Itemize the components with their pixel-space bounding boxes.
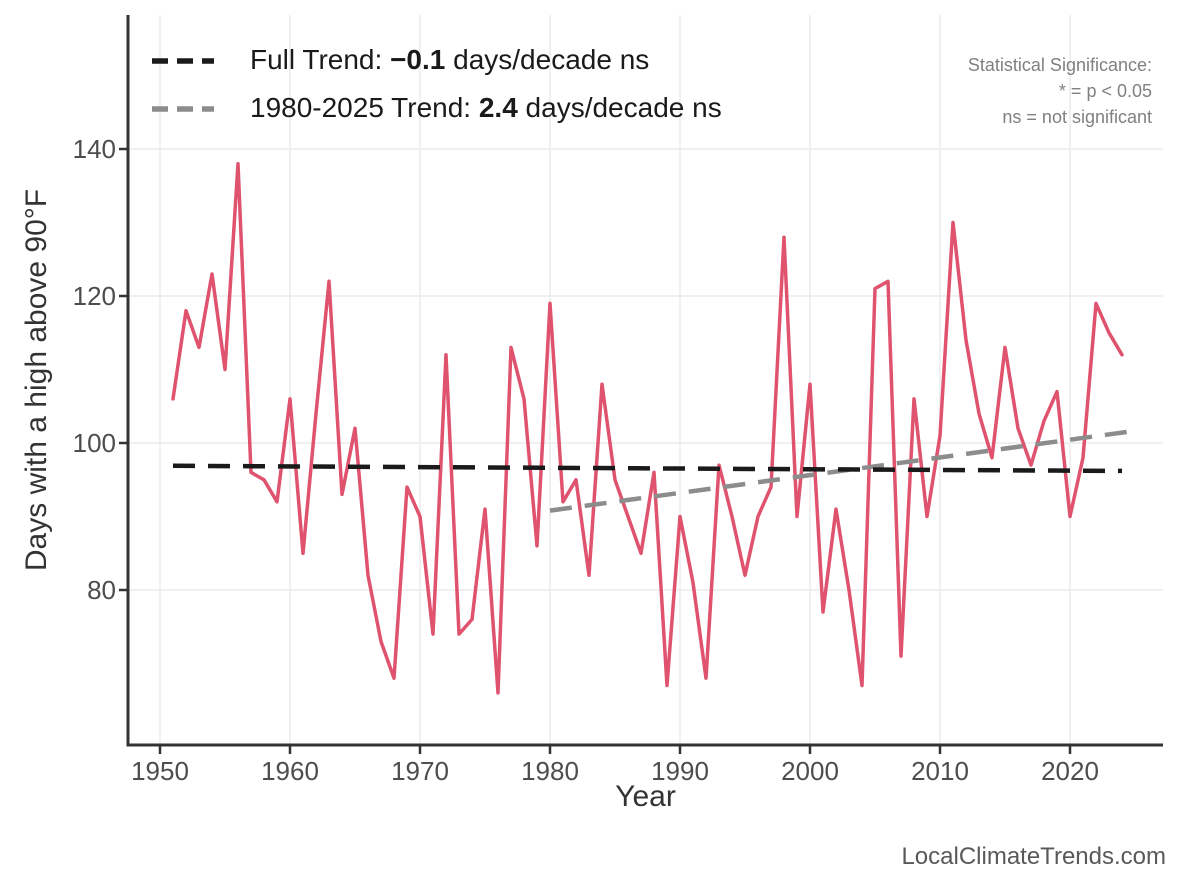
stat-note-line2: * = p < 0.05 xyxy=(1058,81,1152,101)
watermark: LocalClimateTrends.com xyxy=(901,843,1166,870)
full-trend-value: −0.1 xyxy=(390,44,446,75)
recent-trend-value: 2.4 xyxy=(478,92,518,123)
x-axis-title: Year xyxy=(615,780,676,813)
x-tick-label-1990: 1990 xyxy=(651,756,709,786)
full-trend-units: days/decade ns xyxy=(445,44,650,75)
x-tick-label-2020: 2020 xyxy=(1041,756,1099,786)
recent-trend-label: 1980-2025 Trend: xyxy=(250,92,479,123)
y-axis-title: Days with a high above 90°F xyxy=(20,188,53,572)
y-tick-label-80: 80 xyxy=(87,575,116,605)
stat-note-line3: ns = not significant xyxy=(1002,107,1152,127)
x-tick-label-1980: 1980 xyxy=(521,756,579,786)
full-trend-label: Full Trend: xyxy=(250,44,391,75)
legend-entry-full-trend: Full Trend: −0.1 days/decade ns xyxy=(250,44,649,76)
statistical-significance-note: Statistical Significance: * = p < 0.05 n… xyxy=(968,52,1152,130)
x-tick-label-1970: 1970 xyxy=(391,756,449,786)
stat-note-line1: Statistical Significance: xyxy=(967,55,1152,75)
y-tick-label-120: 120 xyxy=(72,281,116,311)
x-tick-label-2010: 2010 xyxy=(911,756,969,786)
recent-trend-units: days/decade ns xyxy=(517,92,722,123)
y-tick-label-100: 100 xyxy=(72,428,116,458)
data-series-line xyxy=(171,161,1124,695)
y-tick-label-140: 140 xyxy=(72,134,116,164)
x-tick-label-2000: 2000 xyxy=(781,756,839,786)
x-tick-label-1960: 1960 xyxy=(261,756,319,786)
full-trend-line xyxy=(172,463,1123,474)
legend-entry-recent-trend: 1980-2025 Trend: 2.4 days/decade ns xyxy=(250,92,722,124)
x-tick-label-1950: 1950 xyxy=(131,756,189,786)
